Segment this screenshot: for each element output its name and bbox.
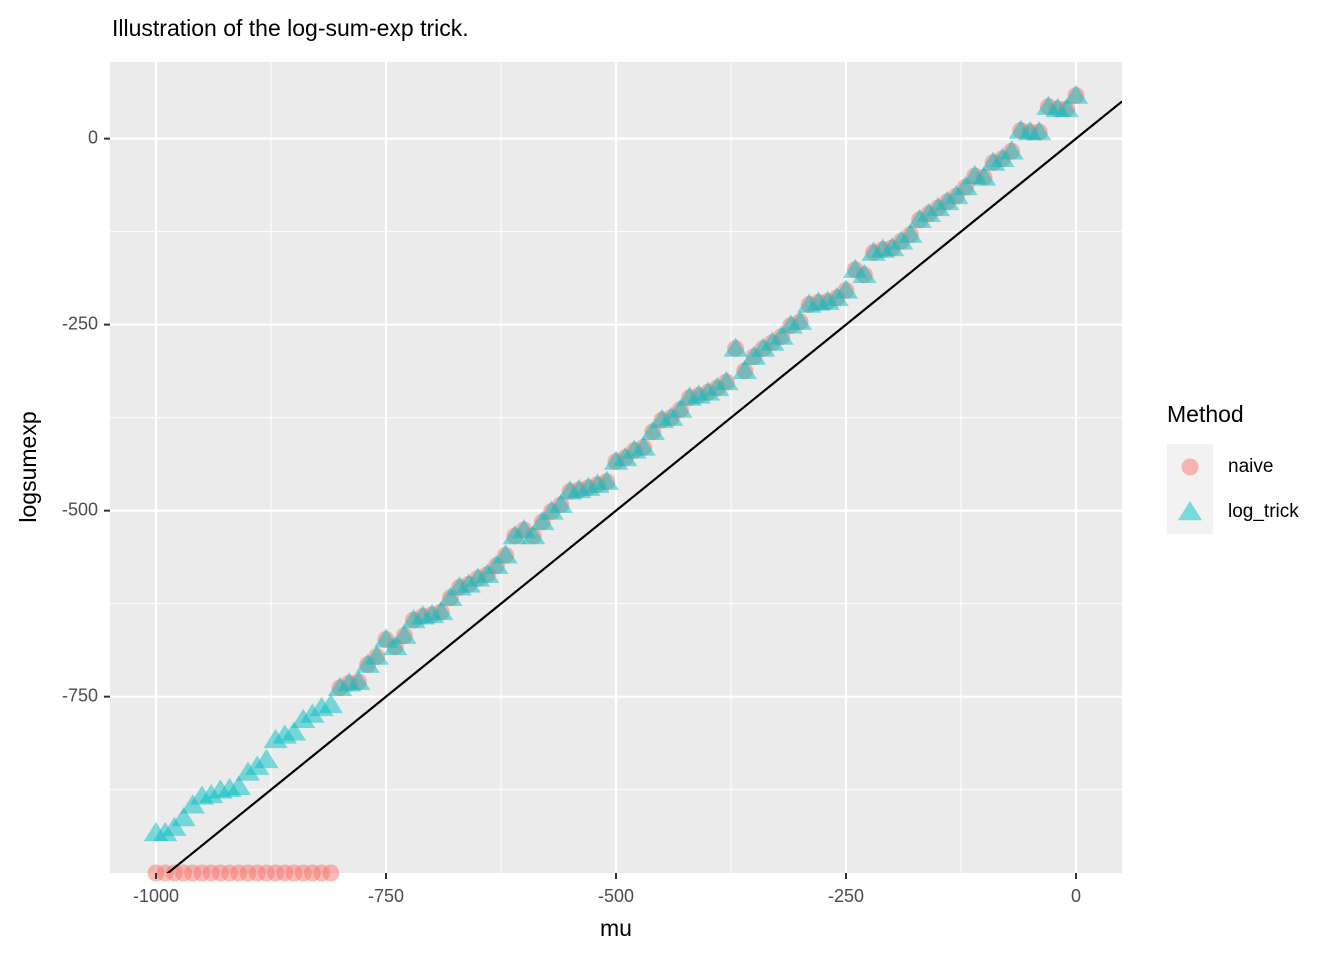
point	[1027, 120, 1052, 141]
point	[226, 775, 251, 795]
point	[1054, 97, 1079, 118]
point	[971, 166, 997, 186]
point	[493, 544, 518, 564]
y-tick-label: 0	[88, 127, 98, 147]
point	[254, 748, 279, 769]
point	[668, 398, 693, 418]
x-axis-label: mu	[600, 915, 632, 941]
y-tick-label: -250	[62, 313, 98, 333]
point	[162, 816, 187, 836]
point	[953, 175, 978, 196]
x-tick-label: -500	[598, 886, 634, 906]
point	[530, 510, 555, 531]
point	[594, 470, 619, 490]
reference-line	[166, 100, 1122, 873]
x-tick-label: -750	[368, 886, 404, 906]
legend-title: Method	[1167, 401, 1244, 427]
point	[999, 140, 1024, 160]
point	[640, 420, 665, 441]
point	[438, 586, 463, 606]
legend-label: naive	[1228, 456, 1273, 477]
point	[171, 806, 196, 827]
point	[392, 624, 417, 644]
point	[364, 645, 389, 665]
point	[346, 670, 371, 691]
x-tick-label: -250	[828, 886, 864, 906]
point	[548, 493, 573, 513]
point	[521, 524, 546, 545]
point	[787, 310, 813, 330]
y-axis-label: logsumexp	[15, 411, 41, 522]
point	[318, 693, 343, 714]
point	[429, 600, 454, 621]
legend-symbol	[1181, 458, 1199, 476]
point	[631, 436, 656, 456]
x-tick-label: 0	[1071, 886, 1081, 906]
legend: naive log_trick	[1167, 444, 1299, 534]
point	[732, 359, 757, 380]
x-tick-label: -1000	[133, 886, 179, 906]
chart-title: Illustration of the log-sum-exp trick.	[112, 15, 469, 41]
point	[852, 263, 877, 284]
point	[383, 635, 408, 656]
legend-symbol	[1177, 501, 1203, 521]
point	[833, 279, 859, 299]
point	[714, 370, 739, 391]
point	[723, 337, 748, 357]
point	[484, 554, 509, 574]
y-tick-label: -500	[62, 499, 98, 519]
marks	[143, 84, 1089, 882]
point	[281, 721, 307, 741]
legend-label: log_trick	[1228, 501, 1299, 522]
point	[769, 325, 794, 345]
point	[322, 864, 340, 882]
point	[898, 223, 923, 243]
point	[1063, 84, 1089, 104]
y-tick-label: -750	[62, 685, 98, 705]
